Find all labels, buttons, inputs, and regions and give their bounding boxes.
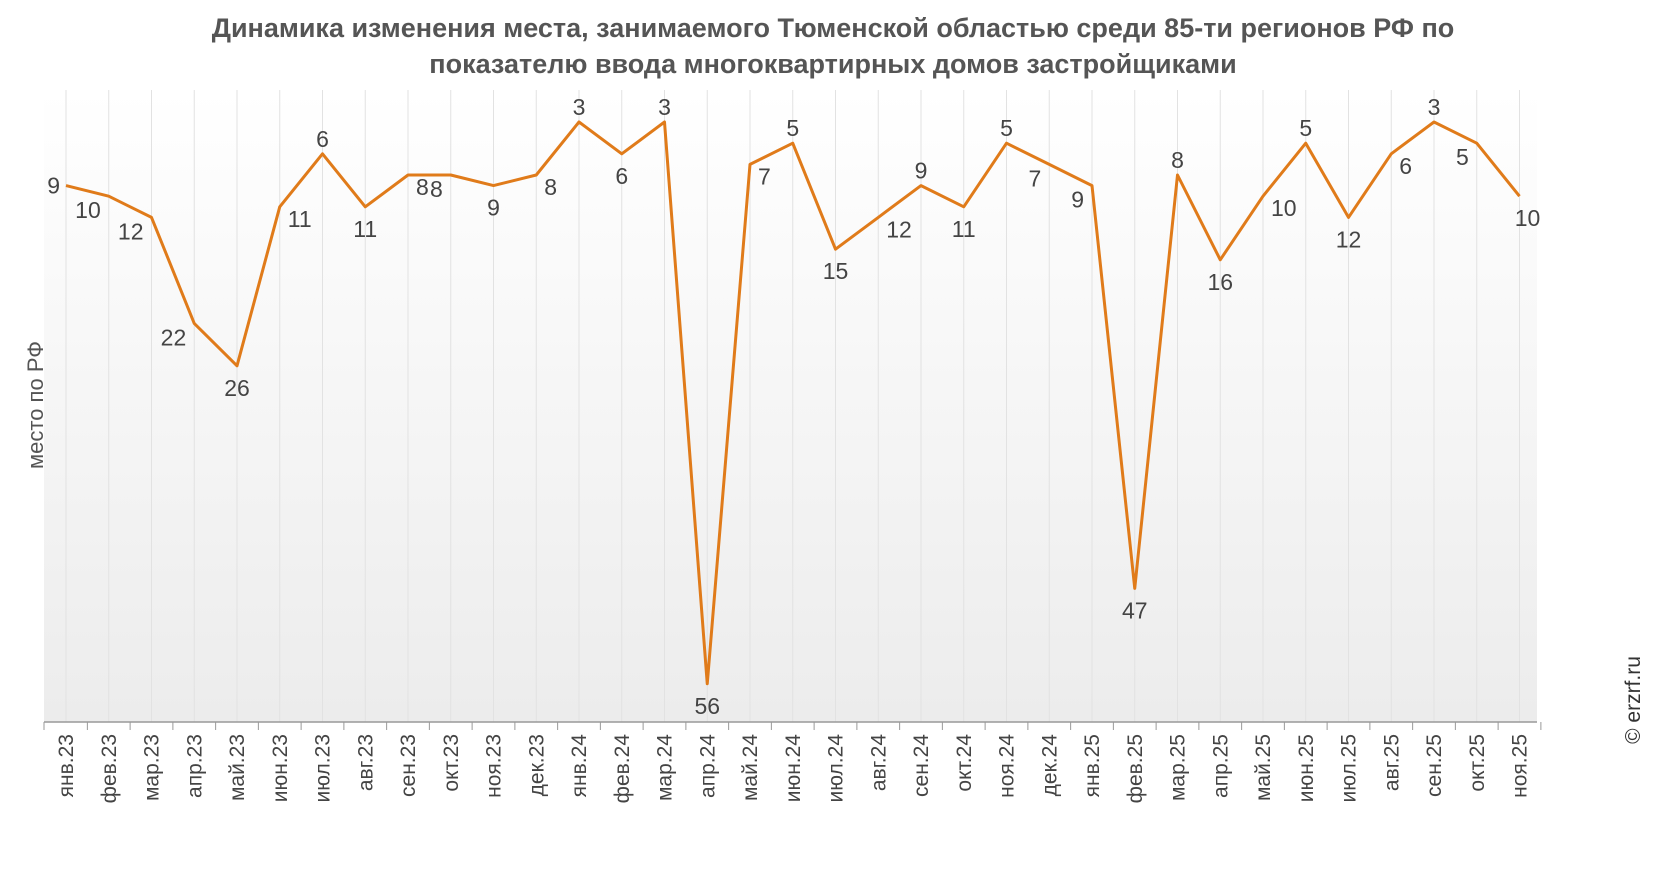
data-label: 3 (1428, 94, 1441, 120)
plot-area (44, 90, 1537, 722)
x-tick-label: фев.24 (611, 734, 634, 804)
data-label: 8 (430, 176, 443, 202)
watermark: © erzrf.ru (1622, 656, 1645, 744)
data-label: 10 (75, 197, 101, 223)
x-tick-label: апр.23 (183, 734, 206, 798)
data-label: 6 (1399, 153, 1412, 179)
data-label: 47 (1122, 597, 1148, 623)
data-label: 26 (224, 375, 250, 401)
chart-title: Динамика изменения места, занимаемого Тю… (0, 10, 1666, 82)
x-tick-labels: янв.23 фев.23 мар.23 апр.23 май.23 июн.23 июл.… (55, 734, 1532, 804)
data-label: 8 (416, 174, 429, 200)
data-label: 7 (1028, 165, 1041, 191)
x-tick-label: окт.25 (1466, 734, 1489, 792)
chart-title-line-1: Динамика изменения места, занимаемого Тю… (211, 13, 1455, 43)
x-tick-label: июн.25 (1295, 734, 1318, 802)
data-label: 12 (118, 218, 144, 244)
data-label: 12 (886, 216, 912, 242)
grid-lines (65, 90, 1520, 722)
x-tick-label: апр.24 (696, 734, 719, 798)
data-label: 8 (1171, 147, 1184, 173)
x-tick-label: июл.24 (825, 734, 848, 803)
x-tick-label: сен.25 (1423, 734, 1446, 797)
data-label: 5 (786, 115, 799, 141)
x-tick-label: мар.25 (1167, 734, 1190, 801)
x-tick-label: июн.23 (269, 734, 292, 802)
x-tick-label: мар.24 (654, 734, 677, 801)
x-tick-label: май.24 (739, 734, 762, 801)
data-label: 5 (1456, 144, 1469, 170)
data-label: 10 (1515, 205, 1541, 231)
data-label: 9 (47, 173, 60, 199)
x-tick-label: июл.23 (312, 734, 335, 802)
data-label: 16 (1207, 269, 1233, 295)
x-tick-label: окт.23 (440, 734, 463, 792)
data-label: 10 (1271, 195, 1297, 221)
data-label: 6 (615, 163, 628, 189)
x-axis (43, 721, 1542, 730)
x-tick-label: ноя.25 (1509, 734, 1532, 798)
x-tick-label: авг.25 (1380, 734, 1403, 791)
x-tick-label: фев.23 (98, 734, 121, 803)
data-label: 7 (758, 163, 771, 189)
x-tick-label: авг.23 (354, 734, 377, 791)
x-tick-label: авг.24 (867, 734, 890, 791)
data-label: 56 (694, 693, 720, 719)
data-label: 8 (544, 174, 557, 200)
data-label: 15 (823, 258, 849, 284)
data-label: 6 (316, 126, 329, 152)
data-label: 9 (915, 158, 928, 184)
x-tick-label: сен.24 (910, 734, 933, 797)
x-tick-label: ноя.23 (483, 734, 506, 798)
data-label: 11 (952, 216, 976, 242)
data-label: 11 (288, 206, 312, 232)
x-tick-label: май.25 (1252, 734, 1275, 801)
data-label: 9 (1071, 187, 1084, 213)
series-line-layer (65, 120, 1521, 686)
x-tick-label: ноя.24 (996, 734, 1019, 798)
series-line (65, 120, 1521, 686)
x-tick-label: июл.25 (1338, 734, 1361, 802)
x-tick-label: янв.25 (1081, 734, 1104, 797)
x-tick-label: июн.24 (782, 734, 805, 803)
x-tick-label: дек.24 (1038, 734, 1061, 797)
x-tick-label: май.23 (226, 734, 249, 801)
chart-title-line-2: показателю ввода многоквартирных домов з… (429, 49, 1237, 79)
data-label: 9 (487, 195, 500, 221)
data-label: 11 (353, 216, 377, 242)
x-tick-label: апр.25 (1209, 734, 1232, 798)
data-label: 22 (161, 324, 187, 350)
data-label: 3 (573, 94, 586, 120)
x-tick-label: сен.23 (397, 734, 420, 797)
data-label: 12 (1336, 226, 1362, 252)
x-tick-label: янв.23 (55, 734, 78, 797)
x-tick-label: янв.24 (568, 734, 591, 798)
x-tick-label: окт.24 (953, 734, 976, 792)
x-tick-label: дек.23 (525, 734, 548, 796)
data-label: 3 (658, 94, 671, 120)
x-tick-label: мар.23 (141, 734, 164, 801)
data-label: 5 (1299, 115, 1312, 141)
x-tick-label: фев.25 (1124, 734, 1147, 803)
data-label: 5 (1000, 115, 1013, 141)
